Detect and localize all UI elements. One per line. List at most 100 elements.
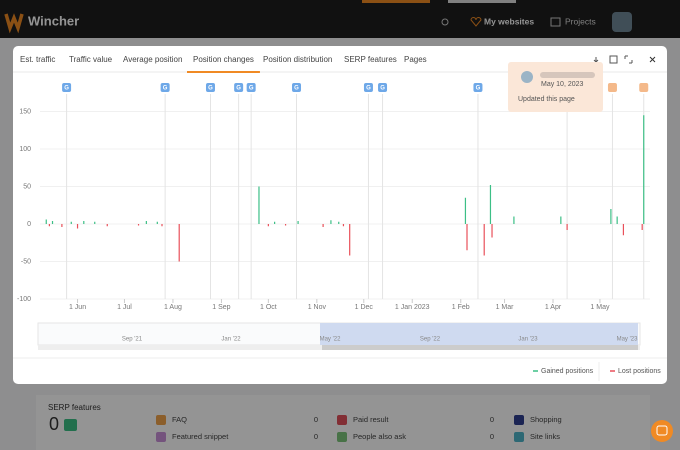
x-tick-label: 1 Jun (69, 304, 86, 311)
annotation-marker[interactable] (363, 83, 373, 92)
navigator-label: May '22 (320, 337, 341, 343)
x-tick-label: 1 Oct (260, 304, 277, 311)
tab[interactable]: Average position (123, 55, 182, 64)
x-tick-label: 1 Sep (212, 304, 230, 311)
topbar (0, 0, 680, 38)
navigator-label: Jan '22 (221, 337, 241, 343)
annotation-label: G (294, 86, 299, 92)
tab[interactable]: Position changes (193, 55, 254, 64)
logo (4, 13, 24, 34)
bar (483, 224, 485, 256)
bar (258, 186, 260, 224)
top-button (362, 0, 430, 3)
x-tick-label: 1 May (590, 304, 610, 311)
bar (491, 224, 493, 238)
serp-count: 0 (314, 415, 318, 424)
bar (489, 185, 492, 224)
tooltip-avatar (521, 71, 533, 83)
bar (137, 224, 140, 226)
tab[interactable]: Traffic value (69, 55, 113, 64)
bar (349, 224, 351, 256)
bar (48, 224, 50, 227)
tooltip-name-blur (540, 72, 595, 78)
serp-list: FAQ 0 Featured snippet 0 Paid result 0 People … (156, 415, 562, 442)
tab-indicator (187, 71, 260, 73)
tab[interactable]: SERP features (344, 55, 397, 64)
bar (161, 224, 163, 227)
y-tick-label: 150 (19, 108, 31, 115)
serp-count: 0 (314, 432, 318, 441)
annotation-marker[interactable] (473, 83, 483, 92)
bar (274, 221, 276, 224)
serp-count: 0 (490, 432, 494, 441)
annotation-marker[interactable] (160, 83, 170, 92)
bar (622, 224, 625, 236)
serp-label: Paid result (353, 415, 389, 424)
legend-label[interactable]: Lost positions (618, 368, 661, 375)
serp-icon (514, 432, 524, 442)
annotation-marker[interactable] (62, 83, 72, 92)
tab[interactable]: Pages (404, 55, 427, 64)
note-icon[interactable] (609, 55, 618, 64)
fullscreen-icon[interactable] (624, 55, 633, 64)
annotation-marker[interactable] (607, 83, 617, 92)
navigator-label: Sep '21 (122, 337, 143, 343)
bolt-icon[interactable] (441, 18, 449, 26)
bar (643, 115, 645, 224)
menu-item[interactable]: My websites (484, 16, 534, 26)
navigator-scroll-thumb[interactable] (322, 345, 638, 350)
serp-icon (156, 432, 166, 442)
tab[interactable]: Position distribution (263, 55, 332, 64)
bar (466, 224, 468, 251)
tooltip-text: Updated this page (518, 96, 575, 103)
bar (330, 220, 332, 224)
annotation-marker[interactable] (639, 83, 649, 92)
annotation-marker[interactable] (378, 83, 388, 92)
navigator-label: Jan '23 (518, 337, 538, 343)
chart: -100 -50 0 50 100 150 1 Jun 1 Jul 1 Aug 1 Sep 1 Oc… (17, 83, 650, 350)
heart-icon (470, 17, 482, 27)
brand: Wincher (28, 13, 79, 28)
x-tick-label: 1 Jan 2023 (395, 304, 430, 311)
navigator-selection[interactable] (320, 323, 638, 345)
chat-icon (656, 425, 668, 436)
x-tick-label: 1 Feb (452, 304, 470, 311)
bar (267, 224, 269, 227)
y-tick-label: -50 (21, 258, 31, 265)
section-title: SERP features (48, 403, 101, 412)
tab[interactable]: Est. traffic (20, 55, 55, 64)
serp-label: Featured snippet (172, 432, 229, 441)
serp-label: Shopping (530, 415, 562, 424)
serp-icon (156, 415, 166, 425)
serp-icon (337, 415, 347, 425)
bar (616, 216, 618, 224)
legend: Gained positions Lost positions (533, 368, 661, 375)
projects-icon (550, 17, 561, 27)
top-button (448, 0, 516, 3)
tabs: Est. traffic Traffic value Average positio… (20, 55, 427, 73)
annotation-label: G (380, 86, 385, 92)
annotation-marker[interactable] (234, 83, 244, 92)
close-icon[interactable] (649, 56, 656, 63)
annotation-marker[interactable] (205, 83, 215, 92)
y-tick-label: 0 (27, 221, 31, 228)
avatar[interactable] (612, 12, 632, 32)
annotation-label: G (476, 86, 481, 92)
bar (45, 219, 47, 224)
annotation-marker[interactable] (292, 83, 302, 92)
x-tick-label: 1 Dec (355, 304, 374, 311)
annotation-marker[interactable] (246, 83, 256, 92)
menu-item[interactable]: Projects (565, 16, 596, 26)
serp-total: 0 (49, 414, 59, 434)
chat-button[interactable] (651, 420, 673, 442)
annotation-label: G (64, 86, 69, 92)
bar (560, 216, 562, 224)
navigator-label: May '23 (617, 337, 638, 343)
trend-badge (64, 419, 77, 431)
legend-label[interactable]: Gained positions (541, 368, 594, 375)
bar (566, 224, 568, 230)
x-tick-label: 1 Apr (545, 304, 562, 311)
bar (513, 216, 515, 224)
annotation-label: G (249, 86, 254, 92)
